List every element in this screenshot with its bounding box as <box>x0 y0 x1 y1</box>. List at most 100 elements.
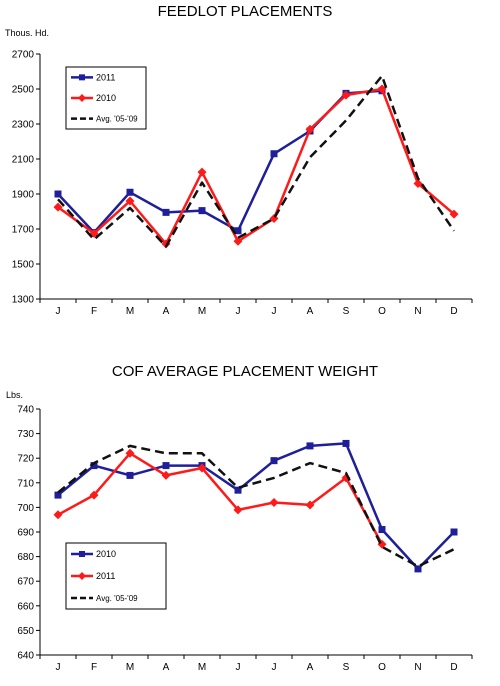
legend-marker-square <box>79 551 85 557</box>
legend-label-1: 2011 <box>96 72 115 82</box>
chart-feedlot-placements: FEEDLOT PLACEMENTS Thous. Hd. 1300 1500 17… <box>5 3 473 317</box>
chart2-axes: 640 650 660 670 680 690 700 710 720 730 740 J F M A M J J… <box>17 405 473 673</box>
x-tick-label: A <box>163 662 170 673</box>
y-tick-label: 710 <box>17 478 34 489</box>
legend-label-2: 2010 <box>96 93 116 103</box>
y-tick-label: 1300 <box>12 295 35 306</box>
data-point-diamond <box>341 90 351 100</box>
x-tick-label: J <box>56 662 61 673</box>
data-point-square <box>54 491 62 499</box>
chart2-series <box>53 439 458 573</box>
x-tick-label: J <box>272 662 277 673</box>
data-point-diamond <box>377 84 387 94</box>
y-tick-label: 1900 <box>12 190 35 201</box>
y-tick-label: 700 <box>17 503 34 514</box>
data-point-square <box>234 486 242 494</box>
x-tick-label: O <box>378 306 386 317</box>
y-tick-label: 720 <box>17 454 34 465</box>
x-tick-label: O <box>378 662 386 673</box>
x-tick-label: J <box>272 306 277 317</box>
series-line-2 <box>57 87 455 246</box>
chart1-legend: 2011 2010 Avg. '05-'09 <box>65 66 147 130</box>
x-tick-label: M <box>198 306 206 317</box>
data-point-square <box>306 442 314 450</box>
data-point-diamond <box>305 500 315 510</box>
x-tick-label: S <box>343 662 350 673</box>
x-tick-label: M <box>126 306 134 317</box>
data-point-diamond <box>53 202 63 212</box>
x-tick-label: A <box>307 306 314 317</box>
y-tick-label: 730 <box>17 429 34 440</box>
x-tick-label: A <box>163 306 170 317</box>
y-tick-label: 2300 <box>12 120 35 131</box>
x-tick-label: N <box>414 662 421 673</box>
data-point-square <box>450 528 458 536</box>
x-tick-label: N <box>414 306 421 317</box>
y-tick-label: 1500 <box>12 260 35 271</box>
data-point-diamond <box>233 505 243 515</box>
series-line-3 <box>57 74 456 248</box>
y-tick-label: 640 <box>17 651 34 662</box>
data-point-square <box>342 439 350 447</box>
y-tick-label: 740 <box>17 405 34 416</box>
chart1-y-unit: Thous. Hd. <box>5 28 49 38</box>
y-tick-label: 2500 <box>12 85 35 96</box>
data-point-diamond <box>197 463 207 473</box>
data-point-square <box>90 462 98 470</box>
data-point-diamond <box>89 490 99 500</box>
data-point-diamond <box>197 167 207 177</box>
chart2-title: COF AVERAGE PLACEMENT WEIGHT <box>112 363 378 380</box>
x-tick-label: J <box>236 662 241 673</box>
x-tick-label: J <box>56 306 61 317</box>
legend-label-3: Avg. '05-'09 <box>96 115 138 124</box>
legend-marker-diamond <box>78 94 86 102</box>
data-point-diamond <box>161 470 171 480</box>
series-line-1 <box>57 442 455 571</box>
data-point-square <box>414 565 422 573</box>
x-tick-label: D <box>450 306 457 317</box>
data-point-diamond <box>305 124 315 134</box>
chart-cof-placement-weight: COF AVERAGE PLACEMENT WEIGHT Lbs. 640 650… <box>6 363 473 673</box>
legend-marker-diamond <box>78 572 86 580</box>
data-point-diamond <box>233 236 243 246</box>
chart1-series <box>53 74 459 249</box>
legend-label-2: 2011 <box>96 571 115 581</box>
data-point-square <box>162 208 170 216</box>
data-point-square <box>54 190 62 198</box>
y-tick-label: 2700 <box>12 50 35 61</box>
data-point-diamond <box>449 209 459 219</box>
x-tick-label: S <box>343 306 350 317</box>
y-tick-label: 670 <box>17 577 34 588</box>
series-line-3 <box>57 444 455 568</box>
y-tick-label: 2100 <box>12 155 35 166</box>
x-tick-label: F <box>91 306 97 317</box>
chart2-legend: 2010 2011 Avg. '05-'09 <box>65 542 167 610</box>
x-tick-label: J <box>236 306 241 317</box>
chart2-y-unit: Lbs. <box>6 390 23 400</box>
data-point-diamond <box>53 510 63 520</box>
x-tick-label: M <box>198 662 206 673</box>
y-tick-label: 690 <box>17 528 34 539</box>
data-point-square <box>234 227 242 235</box>
data-point-square <box>162 462 170 470</box>
legend-label-3: Avg. '05-'09 <box>96 594 138 603</box>
data-point-square <box>198 207 206 215</box>
chart1-axes: 1300 1500 1700 1900 2100 2300 2500 2700 J F M A M J J A… <box>12 50 473 317</box>
y-tick-label: 1700 <box>12 225 35 236</box>
chart1-title: FEEDLOT PLACEMENTS <box>158 3 333 20</box>
data-point-diamond <box>269 497 279 507</box>
data-point-square <box>126 471 134 479</box>
y-tick-label: 650 <box>17 626 34 637</box>
legend-label-1: 2010 <box>96 549 116 559</box>
series-line-2 <box>57 452 384 545</box>
data-point-square <box>126 188 134 196</box>
x-tick-label: D <box>450 662 457 673</box>
data-point-diamond <box>125 196 135 206</box>
data-point-diamond <box>413 179 423 188</box>
y-tick-label: 660 <box>17 601 34 612</box>
x-tick-label: M <box>126 662 134 673</box>
legend-marker-square <box>79 74 85 81</box>
data-point-diamond <box>125 448 135 458</box>
